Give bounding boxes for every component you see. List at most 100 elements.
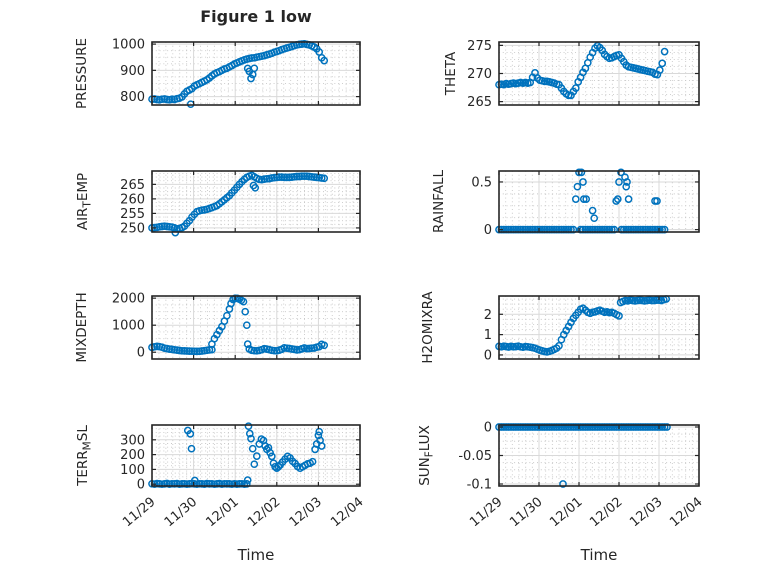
data-point xyxy=(252,452,261,460)
data-point xyxy=(186,100,195,109)
x-tick-label: 11/29 xyxy=(467,495,505,531)
data-point xyxy=(562,423,571,431)
y-tick-label: 0 xyxy=(137,478,145,493)
y-tick-label: 0.5 xyxy=(471,175,492,190)
data-point xyxy=(564,91,573,100)
subplot-h2omixra: 0 1 2 H2OMIXRA xyxy=(420,291,700,364)
y-tick-label: 0 xyxy=(484,420,492,435)
x-axis-title-right: Time xyxy=(580,546,618,564)
y-axis-label-sun_flux: SUNFLUX xyxy=(417,425,436,486)
data-point xyxy=(300,172,309,181)
data-point xyxy=(579,178,587,186)
data-points xyxy=(495,42,669,100)
data-point xyxy=(579,195,588,203)
data-point xyxy=(168,479,176,488)
y-axis-label-terr_msl: TERRMSL xyxy=(75,425,94,487)
data-point xyxy=(250,460,259,469)
plot-frame xyxy=(151,170,361,233)
data-point xyxy=(535,423,544,431)
data-point xyxy=(511,423,520,431)
data-point xyxy=(242,480,251,488)
y-tick-label: 275 xyxy=(467,39,492,54)
data-point xyxy=(607,423,616,431)
x-tick-label: 12/02 xyxy=(587,495,625,531)
y-tick-label: 100 xyxy=(120,463,145,478)
data-point xyxy=(636,423,645,431)
tick-marks xyxy=(151,296,361,359)
data-point xyxy=(567,423,575,431)
x-tick-label: 12/02 xyxy=(245,495,283,531)
data-point xyxy=(205,480,214,488)
data-point xyxy=(623,178,631,186)
data-point xyxy=(555,423,563,431)
y-tick-label: 1 xyxy=(484,328,492,343)
data-point xyxy=(582,195,591,203)
y-tick-label: 265 xyxy=(120,178,145,193)
data-points xyxy=(148,294,329,356)
data-point xyxy=(639,423,647,431)
data-point xyxy=(593,423,602,431)
major-grid xyxy=(499,296,699,359)
y-tick-label: 2 xyxy=(484,308,492,323)
data-point xyxy=(227,299,235,308)
data-point xyxy=(552,423,561,431)
data-point xyxy=(559,480,567,488)
data-point xyxy=(242,321,251,330)
data-point xyxy=(282,173,291,182)
subplot-theta: 265 270 275 THETA xyxy=(443,39,700,110)
data-point xyxy=(615,423,623,431)
y-tick-label: 2000 xyxy=(112,292,145,307)
data-point xyxy=(315,427,324,436)
y-axis-label-h2omixra: H2OMIXRA xyxy=(420,291,436,364)
data-point xyxy=(655,66,664,74)
y-tick-label: 1000 xyxy=(112,319,145,334)
data-point xyxy=(193,347,201,356)
data-point xyxy=(519,423,527,431)
data-point xyxy=(320,56,329,65)
data-point xyxy=(550,423,559,431)
data-point xyxy=(658,59,667,68)
subplot-mixdepth: 0 1000 2000 MIXDEPTH xyxy=(74,292,361,363)
data-point xyxy=(590,214,599,223)
data-point xyxy=(577,168,586,177)
data-points xyxy=(148,171,329,237)
x-tick-label: 12/03 xyxy=(287,495,325,531)
tick-marks xyxy=(498,42,700,105)
data-point xyxy=(270,346,279,355)
data-point xyxy=(615,178,623,186)
data-point xyxy=(195,479,204,488)
tick-marks xyxy=(151,171,361,232)
data-point xyxy=(545,423,554,431)
data-point xyxy=(575,168,583,177)
data-point xyxy=(543,423,551,431)
tick-marks xyxy=(498,425,700,486)
y-tick-label: 0 xyxy=(137,346,145,361)
data-points xyxy=(495,168,669,234)
data-points xyxy=(148,422,326,489)
y-tick-label: 1000 xyxy=(112,38,145,53)
data-point xyxy=(617,168,625,177)
data-point xyxy=(615,312,623,320)
data-point xyxy=(531,423,539,431)
data-point xyxy=(586,423,595,431)
data-point xyxy=(223,311,231,320)
data-point xyxy=(627,423,635,431)
y-tick-label: -0.1 xyxy=(467,478,492,493)
data-point xyxy=(564,423,573,431)
data-point xyxy=(507,423,515,431)
data-point xyxy=(250,346,259,355)
data-point xyxy=(526,423,535,431)
major-grid xyxy=(152,42,360,105)
data-point xyxy=(651,423,659,431)
data-point xyxy=(190,347,199,356)
data-point xyxy=(579,423,587,431)
x-tick-label: 11/29 xyxy=(120,495,158,531)
data-point xyxy=(559,423,568,431)
data-point xyxy=(185,347,194,355)
data-point xyxy=(612,423,621,431)
data-point xyxy=(267,452,276,461)
data-point xyxy=(622,182,631,191)
data-point xyxy=(653,423,662,431)
data-point xyxy=(624,195,633,203)
